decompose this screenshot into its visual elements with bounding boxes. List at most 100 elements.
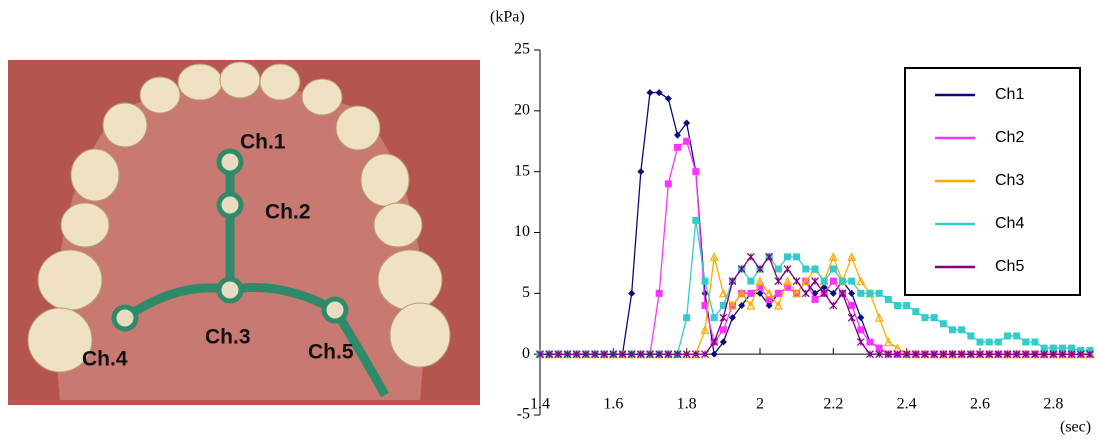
marker (618, 350, 627, 359)
marker (1068, 344, 1076, 352)
marker (655, 350, 664, 359)
marker (847, 313, 856, 322)
marker (737, 265, 746, 273)
marker (774, 265, 782, 273)
marker (1076, 350, 1085, 359)
marker (829, 277, 837, 285)
marker (829, 301, 838, 310)
marker (1022, 338, 1030, 346)
marker (738, 302, 746, 309)
marker (673, 350, 682, 359)
marker (728, 277, 737, 286)
marker (692, 168, 700, 176)
marker (912, 308, 920, 316)
marker (600, 350, 609, 359)
marker (719, 326, 727, 334)
marker (856, 276, 866, 286)
marker (848, 289, 856, 297)
marker (692, 216, 700, 224)
marker (609, 350, 618, 359)
marker (636, 350, 645, 359)
marker (674, 131, 681, 139)
marker (737, 288, 747, 298)
marker (802, 265, 810, 273)
marker (581, 350, 590, 359)
marker (701, 302, 709, 309)
marker (710, 338, 719, 346)
marker (747, 289, 755, 297)
marker (1004, 332, 1011, 340)
marker (857, 289, 865, 297)
palate-photo: Ch.1 Ch.2 Ch.3 Ch.4 Ch.5 (8, 60, 480, 405)
marker (728, 300, 737, 310)
legend-label: Ch4 (995, 215, 1024, 232)
marker (591, 350, 599, 359)
marker (801, 276, 811, 286)
marker (948, 350, 957, 359)
marker (829, 265, 837, 273)
x-tick-label: 1.4 (530, 396, 550, 413)
marker (756, 289, 764, 297)
marker (792, 277, 801, 286)
marker (903, 302, 911, 309)
marker (967, 332, 975, 340)
marker (866, 350, 874, 359)
marker (884, 295, 892, 303)
marker (710, 350, 718, 358)
marker (976, 350, 984, 359)
marker (783, 265, 792, 273)
y-tick-label: -5 (517, 406, 530, 423)
marker (683, 314, 691, 322)
marker (820, 289, 829, 298)
marker (1021, 350, 1030, 359)
marker (1040, 344, 1048, 352)
marker (828, 251, 838, 261)
marker (691, 350, 700, 359)
marker (893, 350, 902, 359)
marker (902, 350, 911, 359)
marker (894, 302, 901, 309)
marker (701, 350, 709, 359)
marker (976, 338, 984, 346)
photo-label: Ch.3 (205, 326, 251, 349)
marker (848, 302, 856, 309)
marker (683, 119, 691, 127)
marker (719, 338, 727, 346)
marker (773, 300, 783, 310)
teeth (27, 61, 451, 373)
marker (801, 289, 810, 298)
marker (710, 314, 718, 322)
marker (939, 350, 948, 359)
marker (875, 350, 884, 359)
marker (1031, 338, 1039, 346)
y-tick-label: 0 (522, 345, 530, 362)
marker (755, 276, 765, 286)
marker (554, 350, 563, 359)
marker (994, 338, 1002, 346)
marker (664, 180, 672, 188)
marker (747, 277, 755, 285)
marker (765, 302, 773, 309)
marker (848, 277, 856, 285)
marker (655, 289, 663, 297)
marker (719, 313, 728, 322)
x-tick-label: 2.6 (970, 396, 990, 413)
marker (985, 338, 993, 346)
marker (765, 295, 773, 303)
marker (1086, 350, 1094, 359)
marker (774, 277, 783, 286)
marker (930, 314, 938, 322)
marker (664, 350, 673, 359)
marker (866, 338, 874, 346)
marker (756, 283, 764, 291)
marker (701, 277, 709, 285)
marker (1031, 350, 1039, 359)
marker (709, 251, 719, 261)
marker (545, 350, 554, 359)
marker (784, 283, 791, 291)
marker (939, 320, 947, 328)
x-axis-label: (sec) (1060, 419, 1091, 436)
legend-label: Ch1 (995, 86, 1024, 103)
marker (746, 252, 755, 261)
marker (729, 314, 736, 322)
